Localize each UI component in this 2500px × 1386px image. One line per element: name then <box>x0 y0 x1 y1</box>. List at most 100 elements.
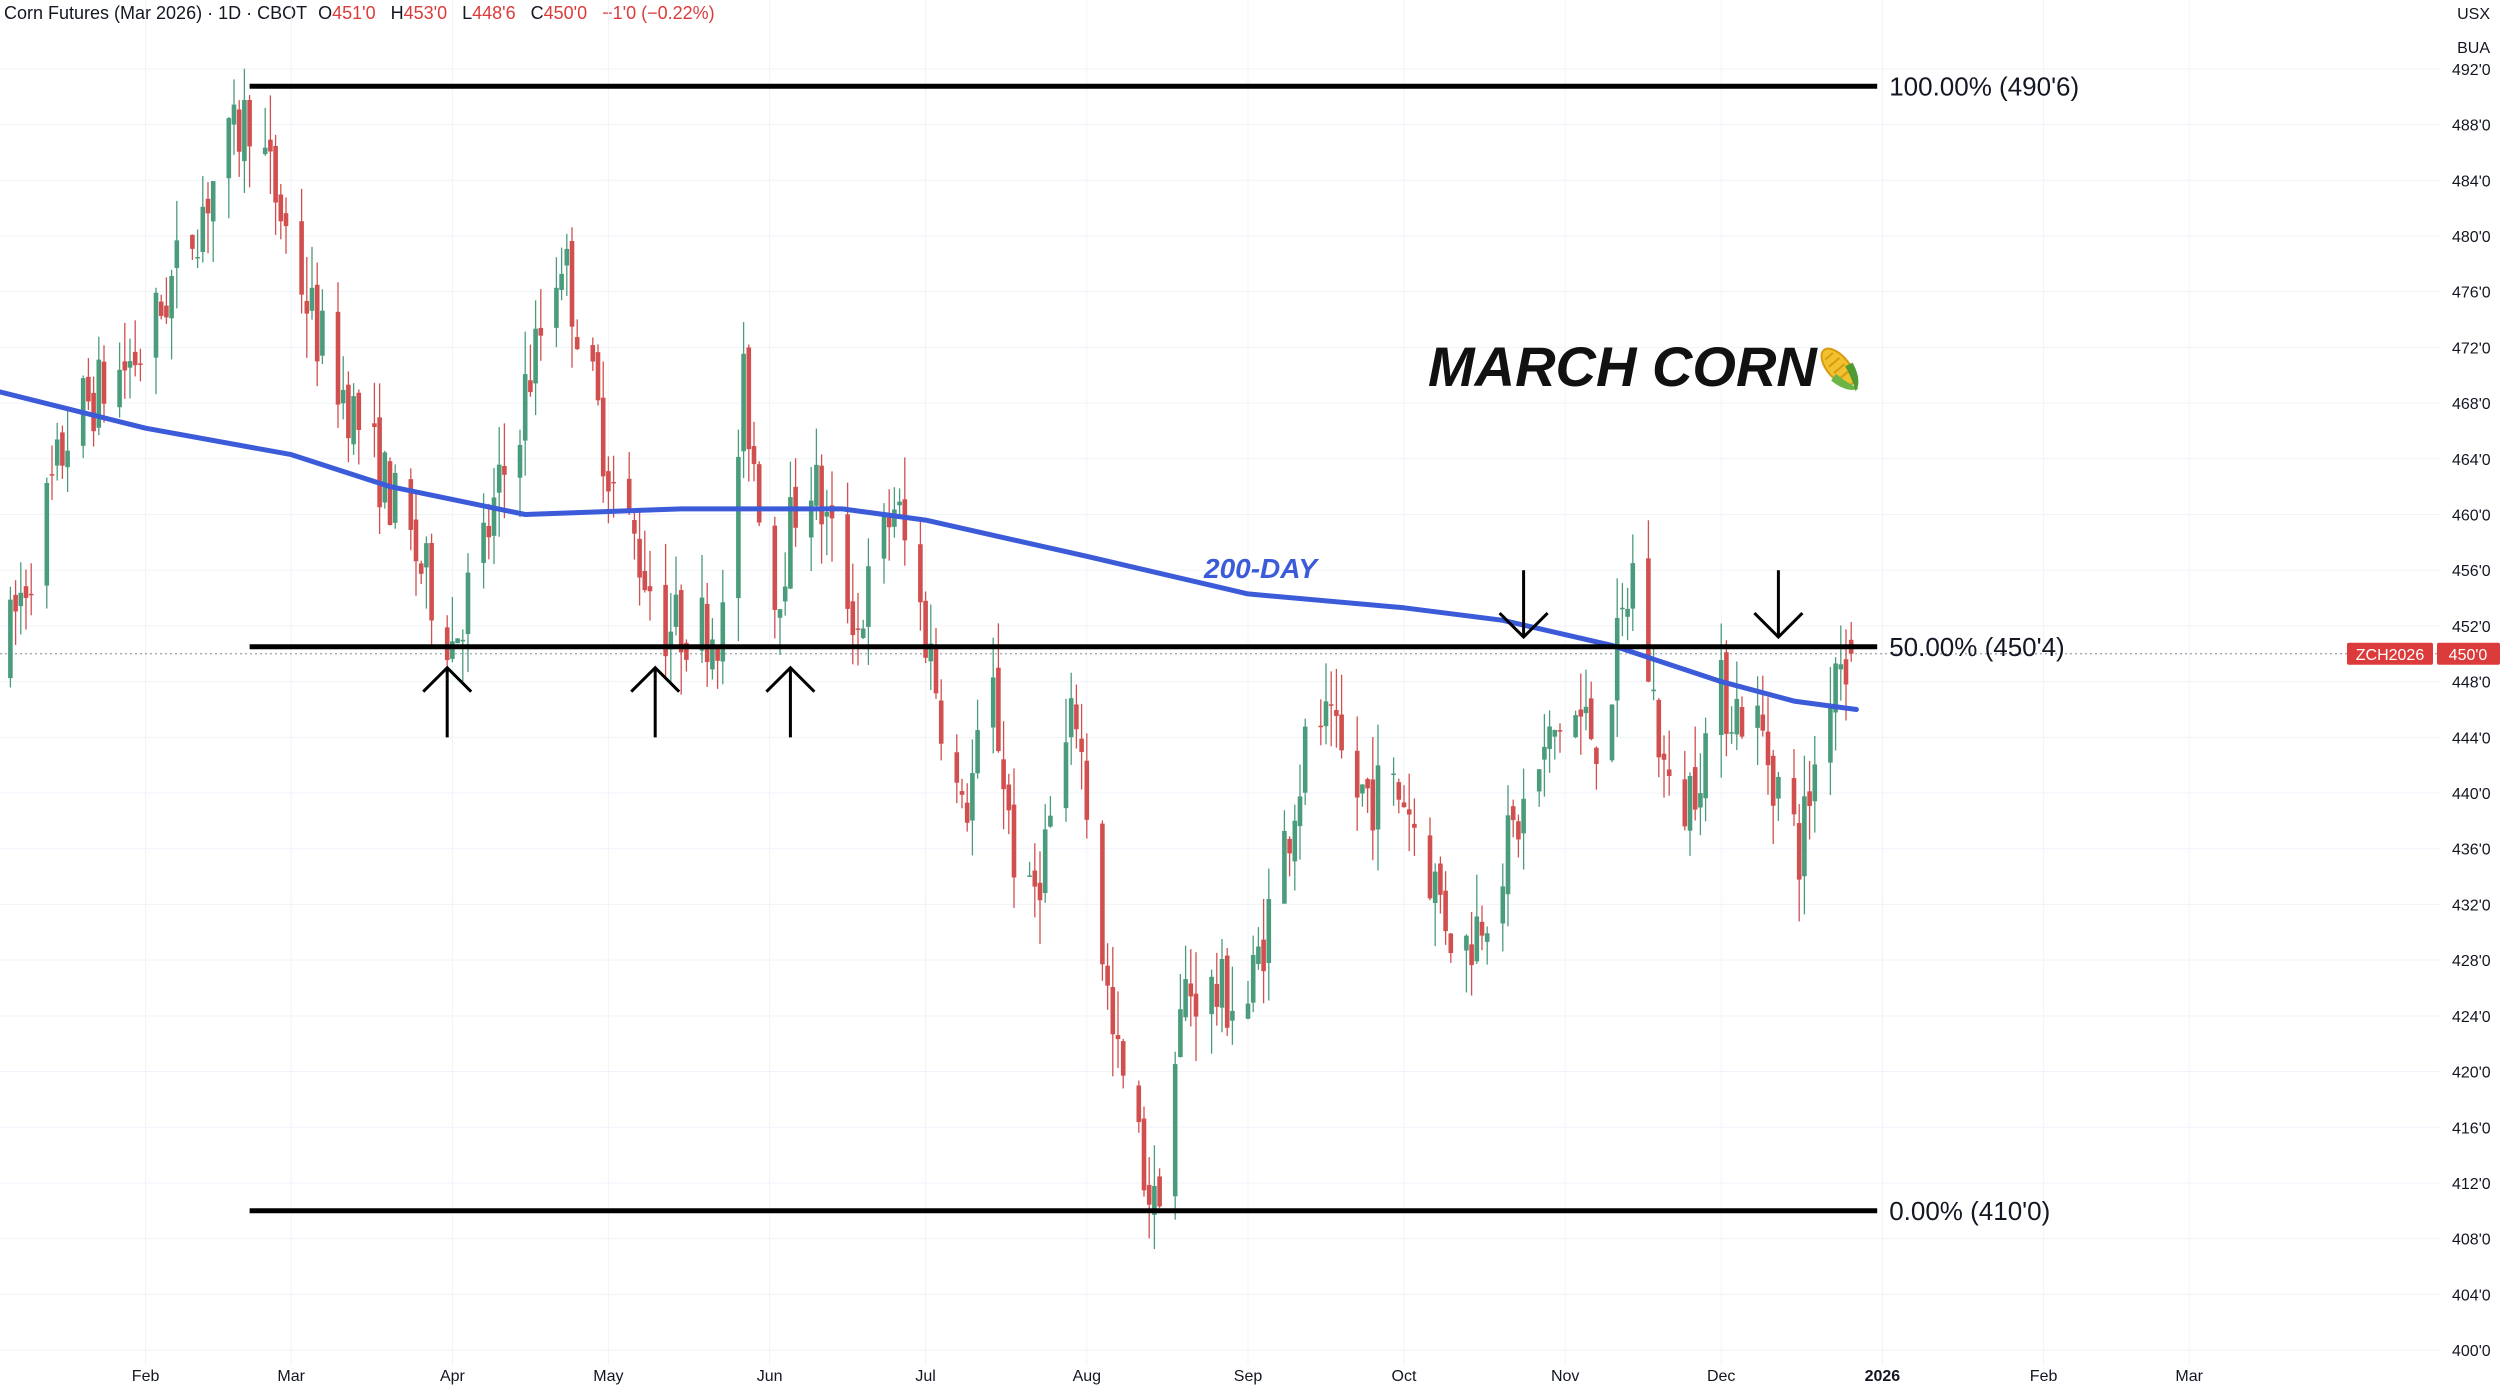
candle <box>481 493 486 589</box>
candle <box>1318 699 1324 746</box>
candle <box>1802 755 1807 915</box>
candle <box>1006 773 1012 835</box>
candle <box>309 246 315 320</box>
candle <box>1110 947 1116 1077</box>
close-value: 450'0 <box>543 3 588 23</box>
candle <box>1703 717 1708 822</box>
candle <box>933 628 939 699</box>
x-tick-label: Jun <box>757 1368 783 1385</box>
high-value: 453'0 <box>403 3 448 23</box>
candle <box>1261 898 1266 1004</box>
candle <box>1812 735 1818 833</box>
candle <box>897 488 902 517</box>
candle <box>1588 681 1594 741</box>
x-tick-label: Oct <box>1392 1368 1417 1385</box>
candle <box>1084 733 1090 839</box>
y-axis[interactable]: 400'0 404'0 408'0 412'0 416'0 420'0 424'0 428'0… <box>2452 62 2491 1360</box>
candle <box>127 338 133 399</box>
candle <box>314 262 320 387</box>
candle <box>1068 672 1074 765</box>
candle <box>273 134 278 235</box>
candle <box>892 487 897 538</box>
candle <box>996 623 1001 753</box>
candle <box>54 422 60 481</box>
candle <box>1001 721 1006 830</box>
candle <box>1297 764 1303 860</box>
candle <box>418 560 424 585</box>
candle <box>1620 583 1625 637</box>
candle <box>1521 768 1526 870</box>
candle <box>8 586 13 688</box>
candle <box>1011 768 1017 908</box>
candle <box>918 518 923 631</box>
candle <box>1193 952 1199 1062</box>
candle <box>231 79 237 155</box>
candle <box>23 569 29 630</box>
candle <box>1250 935 1256 1013</box>
candle <box>1578 673 1584 755</box>
close-label: C <box>530 3 544 23</box>
currency-label[interactable]: USX <box>2457 6 2490 23</box>
y-tick-label: 404'0 <box>2452 1287 2491 1304</box>
candle <box>153 287 159 395</box>
candle <box>1048 796 1053 828</box>
candle <box>60 425 65 479</box>
candle <box>1630 534 1636 632</box>
candle <box>1256 927 1261 970</box>
candle <box>1037 851 1043 944</box>
candle <box>1328 671 1334 747</box>
candle <box>954 734 960 804</box>
candle <box>1661 735 1667 798</box>
candle <box>564 233 570 296</box>
candle <box>1042 804 1048 903</box>
candle <box>1609 704 1615 763</box>
x-tick-label: 2026 <box>1865 1368 1901 1385</box>
candle <box>382 450 388 509</box>
candle <box>190 234 195 260</box>
candle <box>320 289 325 365</box>
candle <box>533 300 538 416</box>
candle <box>1464 934 1469 993</box>
candle <box>101 345 107 423</box>
candle <box>80 375 86 459</box>
y-tick-label: 484'0 <box>2452 173 2491 190</box>
candle <box>226 117 232 219</box>
arrow-up-icon <box>422 665 473 738</box>
candle <box>346 371 351 463</box>
arrow-up-icon <box>765 665 816 738</box>
candle <box>1120 1038 1126 1089</box>
candle <box>663 543 668 679</box>
candle <box>174 200 180 309</box>
candle <box>465 553 471 673</box>
unit-label[interactable]: BUA <box>2457 40 2490 57</box>
candle <box>1188 949 1194 1027</box>
candle <box>1687 772 1693 856</box>
candle <box>517 429 523 518</box>
candle <box>678 584 684 695</box>
y-tick-label: 424'0 <box>2452 1009 2491 1026</box>
candle <box>65 408 70 493</box>
candle <box>1027 861 1032 878</box>
candle <box>408 468 414 551</box>
candle <box>793 458 798 547</box>
fib-level-label: 50.00% (450'4) <box>1889 632 2065 662</box>
candle <box>138 348 143 382</box>
candle <box>959 778 965 809</box>
y-tick-label: 460'0 <box>2452 507 2491 524</box>
low-label: L <box>462 3 473 23</box>
candle <box>210 180 216 263</box>
y-tick-label: 488'0 <box>2452 118 2491 135</box>
candle <box>1219 939 1225 1033</box>
candle <box>1224 947 1230 1036</box>
candle <box>522 331 528 476</box>
candle <box>1365 777 1370 813</box>
candle <box>502 423 507 519</box>
candle <box>1370 737 1376 861</box>
candle <box>1838 625 1844 701</box>
candle <box>1282 810 1287 904</box>
candle <box>1323 663 1329 745</box>
candle <box>569 227 575 368</box>
x-axis[interactable]: Feb Mar Apr May Jun Jul Aug Sep Oct Nov Dec 2026 Feb… <box>132 1368 2204 1385</box>
candle <box>278 184 284 240</box>
